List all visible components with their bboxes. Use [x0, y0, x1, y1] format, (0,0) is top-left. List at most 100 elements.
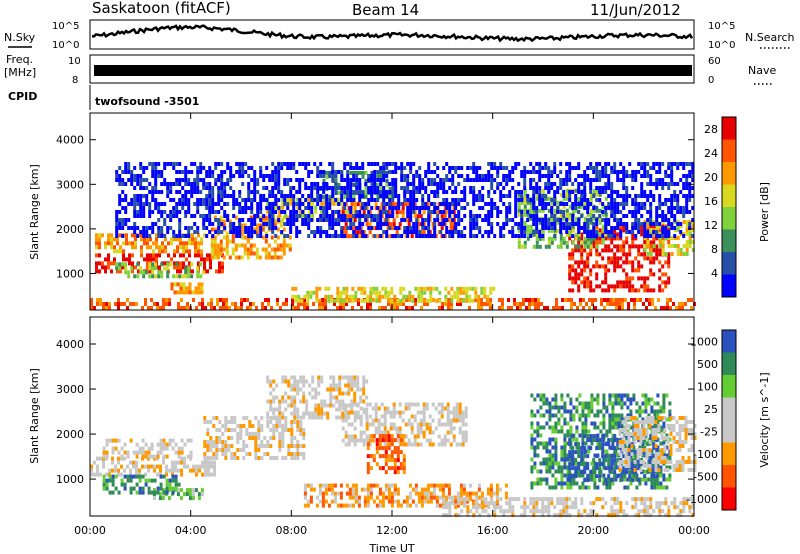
heatmap-cell [685, 228, 689, 232]
heatmap-cell [592, 214, 596, 218]
heatmap-cell [388, 186, 392, 191]
heatmap-cell [619, 264, 623, 269]
heatmap-cell [389, 414, 393, 419]
heatmap-cell [452, 434, 456, 439]
heatmap-cell [359, 418, 363, 423]
heatmap-cell [245, 416, 249, 420]
heatmap-cell [304, 186, 308, 190]
heatmap-cell [364, 170, 368, 175]
heatmap-cell [649, 240, 653, 245]
heatmap-cell [360, 290, 364, 295]
heatmap-cell [275, 407, 279, 412]
heatmap-cell [658, 248, 662, 253]
heatmap-cell [110, 269, 113, 274]
heatmap-cell [212, 424, 216, 428]
heatmap-cell [208, 214, 212, 218]
heatmap-cell [177, 482, 181, 487]
heatmap-cell [634, 226, 638, 230]
heatmap-cell [146, 245, 149, 250]
heatmap-cell [269, 403, 273, 408]
heatmap-cell [535, 196, 539, 201]
heatmap-cell [386, 410, 390, 415]
heatmap-cell [326, 403, 330, 408]
heatmap-cell [583, 244, 587, 249]
heatmap-cell [244, 162, 248, 166]
heatmap-cell [383, 426, 387, 431]
heatmap-cell [397, 166, 401, 170]
heatmap-cell [400, 186, 404, 190]
heatmap-cell [631, 186, 635, 190]
heatmap-cell [154, 274, 158, 279]
heatmap-cell [652, 222, 656, 226]
heatmap-cell [419, 426, 423, 431]
heatmap-cell [445, 226, 449, 230]
heatmap-cell [255, 223, 259, 228]
heatmap-cell [399, 286, 403, 291]
heatmap-cell [508, 210, 512, 214]
heatmap-cell [667, 182, 671, 186]
heatmap-cell [652, 230, 656, 234]
heatmap-cell [158, 492, 162, 497]
heatmap-cell [334, 174, 338, 178]
heatmap-cell [259, 166, 263, 170]
heatmap-cell [646, 284, 650, 289]
heatmap-cell [682, 174, 686, 178]
heatmap-cell [565, 174, 569, 178]
heatmap-cell [379, 218, 383, 222]
heatmap-cell [568, 276, 572, 281]
heatmap-cell [379, 226, 383, 230]
heatmap-cell [278, 411, 282, 416]
heatmap-cell [314, 395, 318, 400]
heatmap-cell [219, 215, 223, 220]
heatmap-cell [208, 230, 212, 234]
heatmap-cell [436, 166, 440, 170]
heatmap-cell [471, 286, 475, 291]
heatmap-cell [289, 178, 293, 182]
heatmap-cell [242, 444, 246, 448]
heatmap-cell [223, 226, 227, 230]
heatmap-cell [459, 302, 462, 306]
heatmap-cell [399, 302, 402, 306]
heatmap-cell [349, 190, 353, 194]
heatmap-cell [148, 266, 152, 271]
heatmap-cell [606, 298, 609, 302]
heatmap-cell [128, 261, 131, 266]
heatmap-cell [277, 218, 281, 222]
heatmap-cell [691, 234, 695, 238]
heatmap-cell [514, 190, 518, 194]
heatmap-cell [174, 478, 178, 483]
heatmap-cell [124, 262, 128, 267]
heatmap-cell [490, 226, 494, 230]
heatmap-cell [595, 192, 599, 197]
heatmap-cell [637, 202, 641, 206]
heatmap-cell [643, 194, 647, 198]
heatmap-cell [268, 202, 272, 206]
heatmap-cell [389, 222, 393, 227]
heatmap-cell [571, 288, 575, 293]
heatmap-cell [123, 482, 127, 487]
heatmap-cell [501, 306, 504, 310]
heatmap-cell [355, 234, 359, 238]
heatmap-cell [444, 302, 447, 306]
heatmap-cell [631, 284, 635, 289]
heatmap-cell [456, 302, 459, 306]
heatmap-cell [589, 252, 593, 257]
heatmap-cell [426, 286, 430, 291]
heatmap-cell [93, 306, 96, 310]
heatmap-cell [345, 294, 349, 299]
heatmap-cell [398, 414, 402, 419]
heatmap-cell [284, 407, 288, 412]
heatmap-cell [237, 243, 241, 248]
heatmap-cell [511, 234, 515, 238]
heatmap-cell [610, 284, 614, 289]
heatmap-cell [688, 222, 692, 226]
heatmap-cell [339, 298, 343, 303]
heatmap-cell [203, 265, 206, 270]
heatmap-cell [412, 198, 416, 202]
heatmap-cell [182, 265, 185, 270]
heatmap-cell [142, 274, 146, 279]
heatmap-cell [565, 162, 569, 166]
heatmap-cell [119, 245, 122, 250]
heatmap-cell [622, 228, 626, 233]
heatmap-cell [280, 162, 284, 166]
